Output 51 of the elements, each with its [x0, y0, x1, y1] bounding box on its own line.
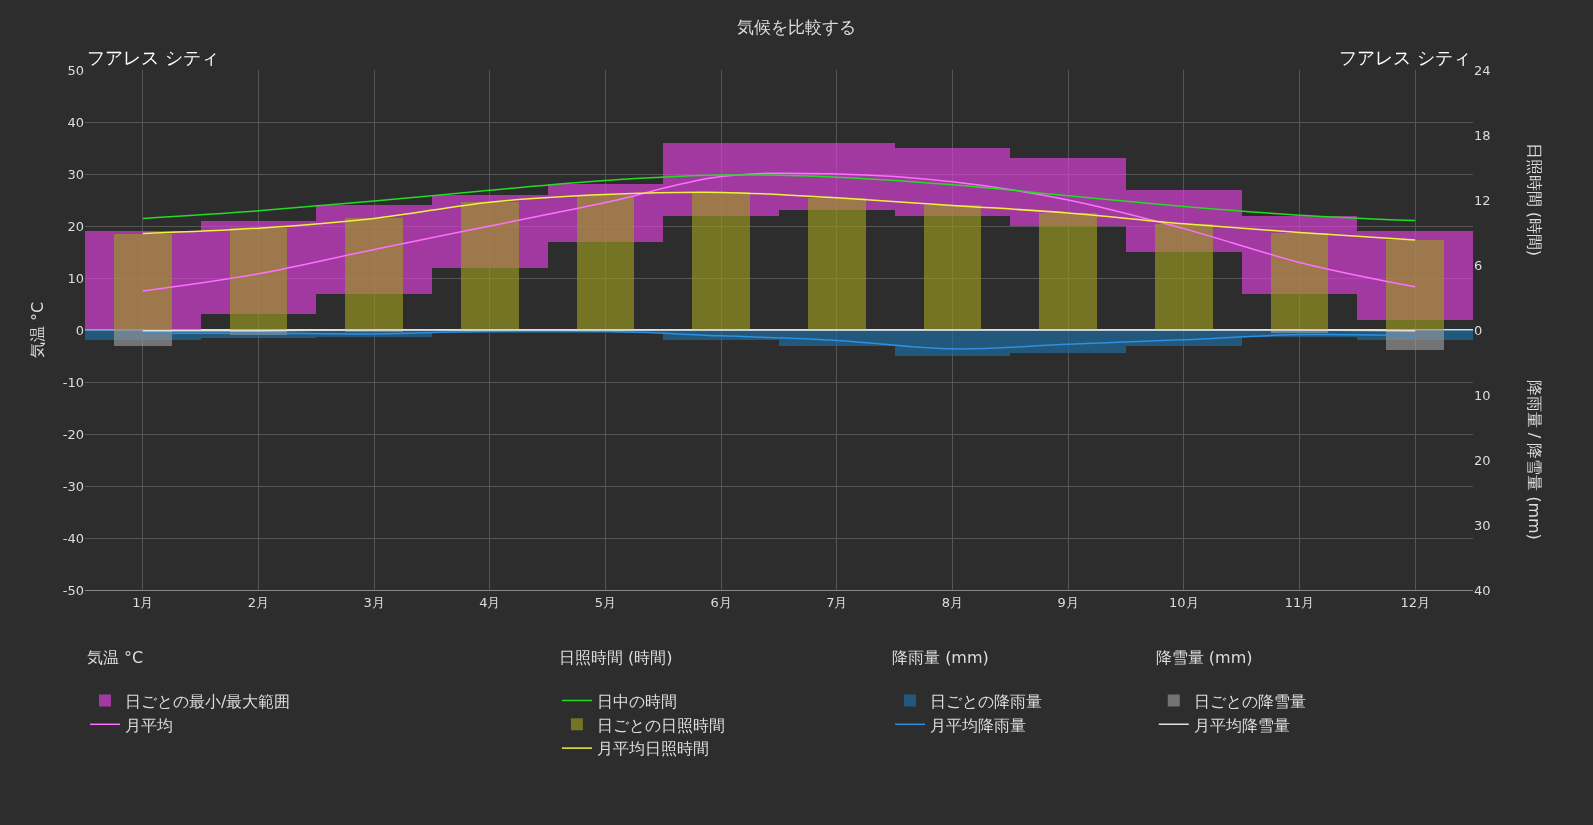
- x-tick-label: 2月: [247, 594, 270, 610]
- y-tick-label: 0: [75, 322, 84, 338]
- y3-axis-title: 降雨量 / 降雪量 (mm): [1525, 379, 1545, 540]
- y2-tick-label: 18: [1474, 127, 1491, 143]
- text: 日照時間 (時間): [558, 647, 673, 667]
- text: 気温 °C: [87, 647, 144, 667]
- y-tick-label: -30: [62, 478, 84, 494]
- y-tick-label: 50: [67, 62, 84, 78]
- y-tick-label: 10: [67, 270, 84, 286]
- legend-label: 日ごとの日照時間: [596, 715, 725, 735]
- legend-label: 月平均: [125, 715, 173, 735]
- x-tick-label: 5月: [594, 594, 617, 610]
- x-tick-label: 12月: [1400, 594, 1430, 610]
- y3-tick-label: 10: [1474, 387, 1491, 403]
- y3-tick-label: 30: [1474, 517, 1491, 533]
- legend-label: 日中の時間: [596, 691, 677, 711]
- y3-tick-label: 20: [1474, 452, 1491, 468]
- y-tick-label: -50: [62, 582, 84, 598]
- y-tick-label: -40: [62, 530, 84, 546]
- y-axis-title: 気温 °C: [27, 301, 47, 359]
- x-tick-label: 9月: [1057, 594, 1079, 610]
- y2-tick-label: 6: [1474, 257, 1483, 273]
- y2-tick-label: 24: [1474, 62, 1491, 78]
- legend-label: 日ごとの降雨量: [930, 691, 1043, 711]
- y-tick-label: -10: [62, 374, 84, 390]
- x-tick-label: 10月: [1169, 594, 1199, 610]
- legend-label: 日ごとの最小/最大範囲: [125, 691, 291, 711]
- x-tick-label: 3月: [363, 594, 385, 610]
- text: 降雨量 (mm): [892, 647, 989, 667]
- chart-title: 気候を比較する: [737, 16, 856, 37]
- legend-label: 月平均日照時間: [596, 739, 709, 759]
- y-tick-label: 30: [67, 166, 84, 182]
- x-tick-label: 11月: [1284, 594, 1315, 610]
- text: フアレス シティ: [1339, 47, 1471, 68]
- y2-tick-label: 0: [1474, 322, 1483, 338]
- y-tick-label: -20: [62, 426, 84, 442]
- text: 降雪量 (mm): [1155, 647, 1253, 667]
- legend-label: 月平均降雪量: [1193, 715, 1290, 735]
- y-tick-label: 40: [67, 114, 84, 130]
- legend-label: 日ごとの降雪量: [1193, 691, 1306, 711]
- legend-label: 月平均降雨量: [930, 715, 1027, 735]
- x-tick-label: 8月: [941, 594, 964, 610]
- x-tick-label: 6月: [710, 594, 732, 610]
- x-tick-label: 4月: [479, 594, 501, 610]
- y3-tick-label: 40: [1474, 582, 1491, 598]
- y2-tick-label: 12: [1474, 192, 1491, 208]
- text: フアレス シティ: [87, 47, 219, 68]
- x-tick-label: 1月: [132, 594, 154, 610]
- y2-axis-title: 日照時間 (時間): [1525, 142, 1545, 257]
- x-tick-label: 7月: [826, 594, 848, 610]
- y-tick-label: 20: [67, 218, 84, 234]
